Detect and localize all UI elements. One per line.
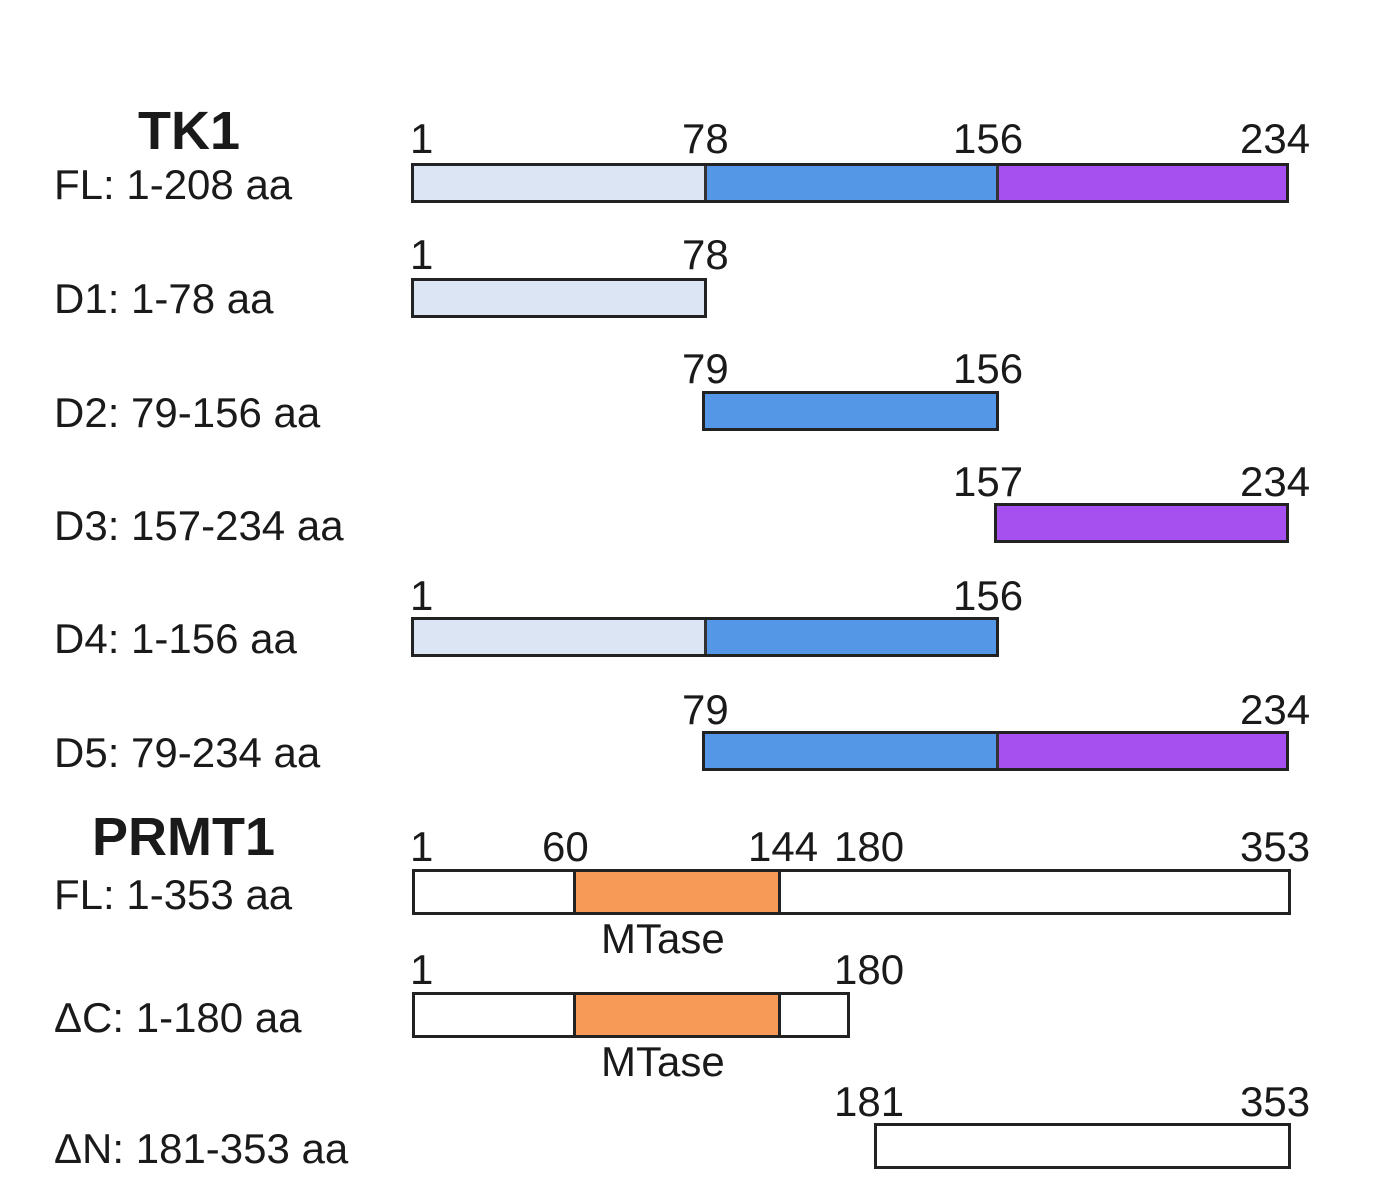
prmt1-fl-num-1: 1 [410,823,434,870]
prmt1-dn-label: ΔN: 181-353 aa [54,1125,349,1172]
prmt1-dc-bar [412,992,850,1038]
tk1-d2-label: D2: 79-156 aa [54,389,321,436]
tk1-d4-bar [411,617,999,657]
prmt1-dn-num-start: 181 [834,1078,905,1125]
tk1-domain-2 [705,734,997,768]
tk1-domain-2 [704,166,996,200]
tk1-title: TK1 [138,101,241,161]
mtase-domain [573,872,781,912]
prmt1-fl-domain-label: MTase [601,915,725,962]
prmt1-dc-num-end: 180 [834,946,905,993]
tk1-domain-2 [704,620,996,654]
tk1-d3-num-end: 234 [1240,458,1311,505]
tk1-domain-2 [705,394,996,428]
prmt1-title: PRMT1 [92,807,276,867]
tk1-d1-num-start: 1 [410,231,434,278]
tk1-d4-label: D4: 1-156 aa [54,615,297,662]
tk1-d1-bar [411,278,707,318]
tk1-d4-num-end: 156 [953,572,1024,619]
prmt1-fl-num-180: 180 [834,823,905,870]
tk1-fl-num-156: 156 [953,115,1024,162]
tk1-d4-num-start: 1 [410,572,434,619]
tk1-d1-label: D1: 1-78 aa [54,275,274,322]
prmt1-dc-label: ΔC: 1-180 aa [54,994,302,1041]
prmt1-fl-num-60: 60 [542,823,589,870]
tk1-domain-1 [414,620,705,654]
tk1-d5-label: D5: 79-234 aa [54,729,321,776]
prmt1-fl-label: FL: 1-353 aa [54,871,293,918]
tk1-domain-1 [414,166,705,200]
tk1-domain-3 [996,734,1286,768]
tk1-d3-label: D3: 157-234 aa [54,502,344,549]
tk1-fl-num-1: 1 [410,115,434,162]
tk1-fl-num-78: 78 [682,115,729,162]
prmt1-dc-num-start: 1 [410,946,434,993]
tk1-d2-num-end: 156 [953,345,1024,392]
mtase-domain [573,995,781,1035]
tk1-domain-1 [414,281,704,315]
prmt1-fl-num-353: 353 [1240,823,1311,870]
tk1-d1-num-end: 78 [682,231,729,278]
tk1-d2-bar [702,391,999,431]
tk1-fl-num-234: 234 [1240,115,1311,162]
tk1-d5-num-start: 79 [682,686,729,733]
tk1-d3-bar [994,503,1289,543]
tk1-d2-num-start: 79 [682,345,729,392]
tk1-domain-3 [996,166,1286,200]
tk1-domain-3 [997,506,1286,540]
prmt1-fl-bar [412,869,1291,915]
tk1-d3-num-start: 157 [953,458,1024,505]
prmt1-dn-bar [874,1123,1291,1169]
prmt1-fl-num-144: 144 [748,823,819,870]
tk1-d5-bar [702,731,1289,771]
tk1-d5-num-end: 234 [1240,686,1311,733]
prmt1-dc-domain-label: MTase [601,1038,725,1085]
tk1-fl-bar [411,163,1289,203]
tk1-fl-label: FL: 1-208 aa [54,161,293,208]
prmt1-dn-num-end: 353 [1240,1078,1311,1125]
